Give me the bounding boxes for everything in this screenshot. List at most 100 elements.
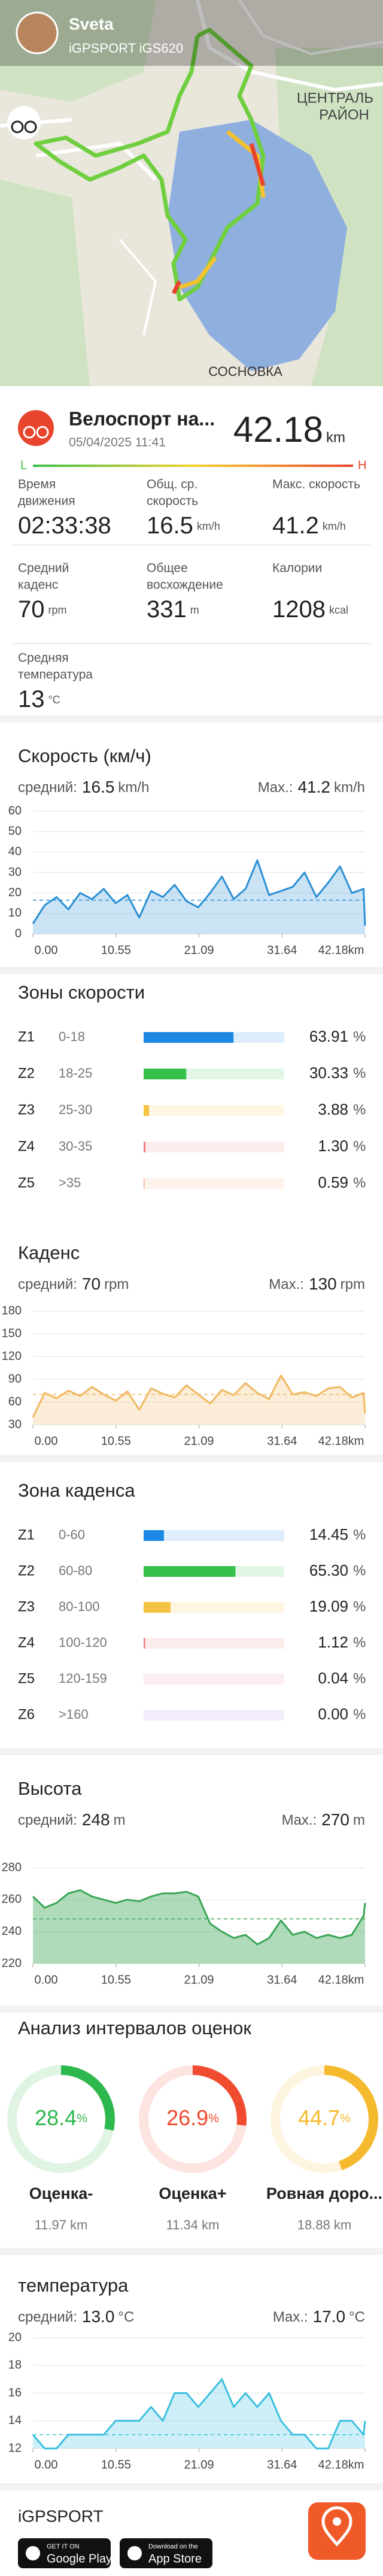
section-separator (0, 2005, 383, 2013)
stat-label: Общее (147, 562, 188, 575)
section-separator (0, 715, 383, 723)
zone-name: Z6 (18, 1706, 35, 1722)
stat-value: 331 m (147, 596, 199, 623)
x-tick-label: 10.55 (101, 1434, 131, 1448)
ring-name: Ровная доро... (266, 2184, 382, 2202)
stat-value-number: 41.2 (272, 512, 319, 539)
ring-percent-unit: % (340, 2112, 351, 2125)
store-badge-name: App Store (148, 2552, 202, 2565)
stat-value-number: 16.5 (147, 512, 193, 539)
zone-value: 0.59 (318, 1173, 348, 1191)
store-badge[interactable] (18, 2538, 111, 2568)
zone-value: 1.12 (318, 1633, 348, 1651)
ring-percent: 26.9% (166, 2105, 219, 2130)
zone-unit: % (353, 1065, 366, 1081)
stat-value: 13 °C (18, 686, 60, 712)
map-header-shade (0, 0, 383, 66)
ring-percent-value: 26.9 (166, 2105, 208, 2130)
stat-label: скорость (147, 494, 198, 508)
x-tick-label: 21.09 (184, 1434, 214, 1448)
user-name: Sveta (69, 14, 114, 33)
ring-distance: 11.34 km (166, 2217, 220, 2232)
chart-max: Max.: 130 rpm (269, 1275, 365, 1293)
zone-value: 30.33 (309, 1064, 348, 1082)
zone-name: Z4 (18, 1138, 35, 1154)
zone-range: >35 (59, 1175, 81, 1190)
stat-unit: kcal (329, 604, 348, 616)
bike-icon (36, 426, 49, 439)
zone-name: Z3 (18, 1102, 35, 1118)
average-unit: m (114, 1812, 126, 1828)
location-button[interactable] (308, 2502, 366, 2560)
average-unit: km/h (118, 779, 149, 796)
footer-brand: iGPSPORT (18, 2507, 104, 2525)
device-name: iGPSPORT iGS620 (69, 41, 183, 56)
chart-average: средний: 16.5 km/h (18, 778, 149, 796)
series-fill (33, 860, 365, 934)
y-tick-label: 0 (15, 927, 22, 940)
max-label: Max.: (273, 2309, 308, 2325)
zone-unit: % (353, 1028, 366, 1045)
activity-distance-unit: km (326, 429, 345, 445)
x-tick-label: 0.00 (35, 2458, 58, 2471)
y-tick-label: 16 (8, 2386, 22, 2399)
stat-unit: km/h (323, 520, 346, 532)
y-tick-label: 60 (8, 804, 22, 817)
x-tick-label: 0.00 (35, 1973, 58, 1986)
zone-name: Z5 (18, 1670, 35, 1686)
max-value: 17.0 (313, 2307, 346, 2326)
zone-value: 3.88 (318, 1100, 348, 1118)
max-label: Max.: (282, 1812, 317, 1828)
max-unit: m (353, 1812, 365, 1828)
zone-range: >160 (59, 1707, 89, 1722)
zone-bar (144, 1566, 236, 1577)
series-fill (33, 2379, 365, 2448)
zone-range: 60-80 (59, 1563, 92, 1578)
zone-name: Z3 (18, 1598, 35, 1615)
location-pin-dot (333, 2517, 341, 2526)
stat-unit: m (190, 604, 199, 616)
stat-value: 70 rpm (18, 596, 67, 623)
avatar[interactable] (16, 11, 59, 54)
x-tick-label: 42.18km (318, 2458, 364, 2471)
y-tick-label: 14 (8, 2414, 22, 2427)
activity-icon (18, 410, 54, 446)
x-tick-label: 42.18km (318, 1434, 364, 1448)
store-badge[interactable] (120, 2538, 212, 2568)
zone-range: 120-159 (59, 1671, 107, 1686)
zone-track (144, 1710, 284, 1721)
chart-max: Max.: 17.0 °C (273, 2307, 365, 2326)
x-tick-label: 10.55 (101, 1973, 131, 1986)
zone-name: Z1 (18, 1028, 35, 1045)
max-unit: rpm (341, 1276, 365, 1292)
zone-range: 100-120 (59, 1635, 107, 1650)
intervals-title: Анализ интервалов оценок (18, 2017, 251, 2038)
zone-bar (144, 1530, 164, 1541)
ring-distance: 18.88 km (297, 2217, 352, 2232)
stat-label: каденс (18, 578, 58, 592)
stat-value-number: 02:33:38 (18, 512, 111, 539)
chart-average: средний: 70 rpm (18, 1275, 129, 1293)
sport-badge (7, 106, 41, 139)
activity-title: Велоспорт на... (69, 408, 215, 429)
chart-title: температура (18, 2275, 129, 2296)
x-tick-label: 0.00 (35, 1434, 58, 1448)
series-fill (33, 1375, 365, 1425)
y-tick-label: 30 (8, 1418, 22, 1431)
ring-percent: 44.7% (298, 2105, 351, 2130)
zone-unit: % (353, 1670, 366, 1686)
activity-distance: 42.18 (233, 409, 323, 450)
map-label: ЦЕНТРАЛЬ (297, 90, 373, 106)
zone-name: Z2 (18, 1065, 35, 1081)
max-value: 130 (309, 1275, 337, 1293)
x-tick-label: 31.64 (267, 943, 297, 957)
y-tick-label: 10 (8, 906, 22, 920)
section-separator (0, 967, 383, 974)
stat-label: Макс. скорость (272, 478, 360, 491)
zone-unit: % (353, 1598, 366, 1615)
zone-bar (144, 1602, 171, 1613)
zone-name: Z4 (18, 1634, 35, 1650)
store-icon (26, 2546, 40, 2560)
